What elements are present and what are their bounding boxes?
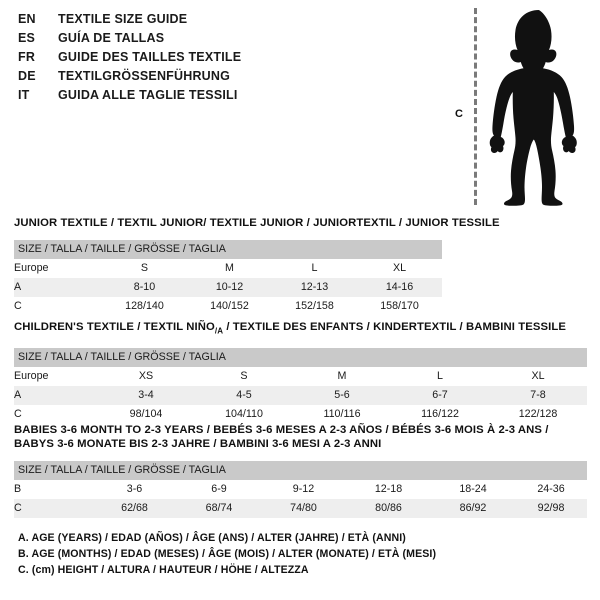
row-value: 3-6 <box>92 480 177 499</box>
table-header-label: SIZE / TALLA / TAILLE / GRÖSSE / TAGLIA <box>14 240 443 259</box>
table-row: C 128/140 140/152 152/158 158/170 <box>14 297 443 316</box>
toddler-silhouette-icon <box>489 10 577 206</box>
language-row: FR GUIDE DES TAILLES TEXTILE <box>18 50 438 69</box>
language-title-block: EN TEXTILE SIZE GUIDE ES GUÍA DE TALLAS … <box>18 12 438 107</box>
table-header-label: SIZE / TALLA / TAILLE / GRÖSSE / TAGLIA <box>14 348 588 368</box>
language-title: TEXTILGRÖSSENFÜHRUNG <box>58 69 231 83</box>
row-value: 86/92 <box>431 499 515 518</box>
language-code: DE <box>18 69 36 83</box>
row-value: 92/98 <box>515 499 588 518</box>
row-value: 4-5 <box>195 386 293 406</box>
row-value: 6-9 <box>177 480 261 499</box>
row-value: 3-4 <box>97 386 195 406</box>
size-table-babies: SIZE / TALLA / TAILLE / GRÖSSE / TAGLIA … <box>14 461 588 518</box>
row-label: C <box>14 297 102 316</box>
row-value: 128/140 <box>102 297 187 316</box>
row-label: B <box>14 480 92 499</box>
table-header-row: SIZE / TALLA / TAILLE / GRÖSSE / TAGLIA <box>14 348 588 368</box>
height-measure-label: C <box>455 108 463 120</box>
table-header-label: SIZE / TALLA / TAILLE / GRÖSSE / TAGLIA <box>14 461 588 480</box>
row-value: 110/116 <box>293 405 391 425</box>
row-value: S <box>102 259 187 278</box>
section-title-babies-line2: BABYS 3-6 MONATE BIS 2-3 JAHRE / BAMBINI… <box>14 438 382 450</box>
row-value: 68/74 <box>177 499 261 518</box>
row-value: 10-12 <box>187 278 272 297</box>
section-babies: BABIES 3-6 MONTH TO 2-3 YEARS / BEBÉS 3-… <box>14 423 588 518</box>
size-table-children: SIZE / TALLA / TAILLE / GRÖSSE / TAGLIA … <box>14 348 588 425</box>
row-label: A <box>14 386 97 406</box>
section-title-children-pre: CHILDREN'S TEXTILE / TEXTIL NIÑO <box>14 321 215 333</box>
row-value: 116/122 <box>391 405 489 425</box>
language-row: ES GUÍA DE TALLAS <box>18 31 438 50</box>
row-label: A <box>14 278 102 297</box>
legend-item-b: B. AGE (MONTHS) / EDAD (MESES) / ÂGE (MO… <box>18 548 437 560</box>
legend-item-c: C. (cm) HEIGHT / ALTURA / HAUTEUR / HÖHE… <box>18 564 309 576</box>
table-header-row: SIZE / TALLA / TAILLE / GRÖSSE / TAGLIA <box>14 461 588 480</box>
table-row: A 3-4 4-5 5-6 6-7 7-8 <box>14 386 588 406</box>
row-value: 18-24 <box>431 480 515 499</box>
row-label: Europe <box>14 259 102 278</box>
row-label: C <box>14 405 97 425</box>
language-code: IT <box>18 88 30 102</box>
row-value: 12-13 <box>272 278 357 297</box>
section-title-babies-line1: BABIES 3-6 MONTH TO 2-3 YEARS / BEBÉS 3-… <box>14 424 549 436</box>
row-value: 8-10 <box>102 278 187 297</box>
language-title: TEXTILE SIZE GUIDE <box>58 12 188 26</box>
row-value: 24-36 <box>515 480 588 499</box>
height-dashed-line <box>474 8 477 205</box>
table-row: B 3-6 6-9 9-12 12-18 18-24 24-36 <box>14 480 588 499</box>
table-row: Europe XS S M L XL <box>14 367 588 387</box>
row-value: 140/152 <box>187 297 272 316</box>
row-label: Europe <box>14 367 97 387</box>
row-value: 152/158 <box>272 297 357 316</box>
section-title-junior: JUNIOR TEXTILE / TEXTIL JUNIOR/ TEXTILE … <box>14 217 500 229</box>
section-children: CHILDREN'S TEXTILE / TEXTIL NIÑO/A / TEX… <box>14 320 588 425</box>
row-value: M <box>293 367 391 387</box>
row-label: C <box>14 499 92 518</box>
row-value: L <box>272 259 357 278</box>
language-row: IT GUIDA ALLE TAGLIE TESSILI <box>18 88 438 107</box>
language-code: FR <box>18 50 36 64</box>
row-value: 12-18 <box>346 480 431 499</box>
row-value: M <box>187 259 272 278</box>
language-title: GUIDE DES TAILLES TEXTILE <box>58 50 242 64</box>
table-row: C 98/104 104/110 110/116 116/122 122/128 <box>14 405 588 425</box>
row-value: 5-6 <box>293 386 391 406</box>
row-value: 14-16 <box>357 278 443 297</box>
row-value: 7-8 <box>489 386 588 406</box>
language-title: GUIDA ALLE TAGLIE TESSILI <box>58 88 238 102</box>
language-row: EN TEXTILE SIZE GUIDE <box>18 12 438 31</box>
section-title-children: CHILDREN'S TEXTILE / TEXTIL NIÑO/A / TEX… <box>14 320 587 338</box>
legend-item-a: A. AGE (YEARS) / EDAD (AÑOS) / ÂGE (ANS)… <box>18 532 406 544</box>
table-row: C 62/68 68/74 74/80 80/86 86/92 92/98 <box>14 499 588 518</box>
legend-block: A. AGE (YEARS) / EDAD (AÑOS) / ÂGE (ANS)… <box>18 530 436 578</box>
section-junior: JUNIOR TEXTILE / TEXTIL JUNIOR/ TEXTILE … <box>14 216 500 316</box>
row-value: S <box>195 367 293 387</box>
height-measure-figure: C <box>444 4 594 209</box>
row-value: 62/68 <box>92 499 177 518</box>
row-value: XL <box>357 259 443 278</box>
language-code: ES <box>18 31 36 45</box>
section-title-children-post: / TEXTILE DES ENFANTS / KINDERTEXTIL / B… <box>223 321 567 333</box>
row-value: XL <box>489 367 588 387</box>
row-value: 158/170 <box>357 297 443 316</box>
row-value: 98/104 <box>97 405 195 425</box>
table-header-row: SIZE / TALLA / TAILLE / GRÖSSE / TAGLIA <box>14 240 443 259</box>
table-row: Europe S M L XL <box>14 259 443 278</box>
row-value: 104/110 <box>195 405 293 425</box>
row-value: 9-12 <box>261 480 346 499</box>
row-value: L <box>391 367 489 387</box>
row-value: 6-7 <box>391 386 489 406</box>
row-value: 74/80 <box>261 499 346 518</box>
row-value: 80/86 <box>346 499 431 518</box>
language-title: GUÍA DE TALLAS <box>58 31 165 45</box>
language-code: EN <box>18 12 36 26</box>
section-title-children-sub: /A <box>214 326 224 336</box>
table-row: A 8-10 10-12 12-13 14-16 <box>14 278 443 297</box>
size-table-junior: SIZE / TALLA / TAILLE / GRÖSSE / TAGLIA … <box>14 240 443 316</box>
row-value: XS <box>97 367 195 387</box>
language-row: DE TEXTILGRÖSSENFÜHRUNG <box>18 69 438 88</box>
row-value: 122/128 <box>489 405 588 425</box>
